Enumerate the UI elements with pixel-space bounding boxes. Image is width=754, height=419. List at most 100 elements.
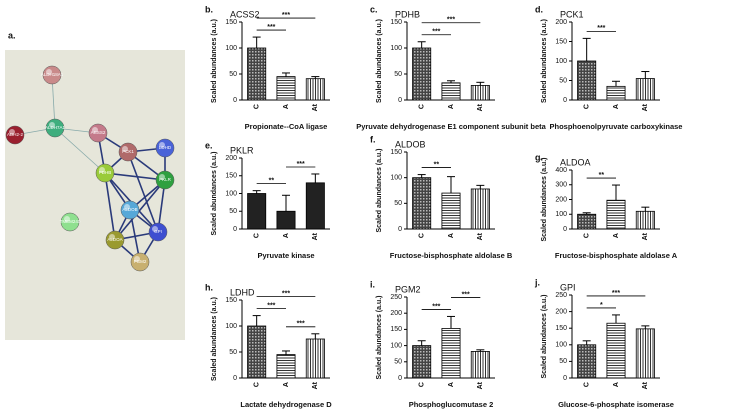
y-axis-label: Scaled abundances (a.u.) xyxy=(376,295,383,379)
error-bar xyxy=(252,315,261,326)
y-tick-label: 100 xyxy=(555,58,567,65)
error-bar xyxy=(612,314,620,324)
y-axis-label: Scaled abundances (a.u.) xyxy=(541,157,548,241)
y-tick-label: 250 xyxy=(390,294,402,301)
y-tick-label: 0 xyxy=(563,375,567,382)
network-edge xyxy=(104,172,166,181)
x-tick-label: A xyxy=(448,233,455,238)
y-tick-label: 200 xyxy=(555,196,567,203)
y-tick-label: 250 xyxy=(555,292,567,299)
y-tick-label: 100 xyxy=(390,45,402,52)
x-tick-label: A xyxy=(448,104,455,109)
x-tick-label: At xyxy=(642,381,649,389)
significance-label: *** xyxy=(612,290,620,297)
panel-title: ALDOA xyxy=(560,157,591,167)
y-tick-label: 100 xyxy=(555,211,567,218)
node-label: PCK1 xyxy=(122,149,134,154)
error-bar xyxy=(282,194,290,212)
y-axis-label: Scaled abundances (a.u.) xyxy=(376,148,383,232)
bar xyxy=(470,188,490,230)
x-axis-label: Phosphoenolpyruvate carboxykinase xyxy=(550,122,683,131)
x-tick-label: At xyxy=(477,381,484,389)
x-tick-label: A xyxy=(613,104,620,109)
x-tick-label: At xyxy=(642,232,649,240)
error-bar xyxy=(417,340,426,346)
error-bar xyxy=(582,37,591,61)
x-axis-label: Fructose-bisphosphate aldolase A xyxy=(555,251,678,260)
error-bar xyxy=(447,80,455,83)
panel-label: b. xyxy=(205,4,213,14)
node-label: ALDOA xyxy=(107,237,122,242)
network-edge xyxy=(114,179,166,241)
x-tick-label: A xyxy=(613,382,620,387)
node-label: PDHB xyxy=(99,170,112,175)
x-tick-label: C xyxy=(254,382,261,387)
x-tick-label: A xyxy=(448,382,455,387)
node-highlight xyxy=(159,142,165,148)
node-highlight xyxy=(122,146,128,152)
error-bar xyxy=(476,81,485,86)
error-bar xyxy=(447,176,455,194)
bar xyxy=(635,328,655,379)
error-bar xyxy=(311,333,320,339)
panel-label: f. xyxy=(370,134,376,144)
y-tick-label: 0 xyxy=(398,97,402,104)
significance-label: *** xyxy=(462,291,470,298)
error-bar xyxy=(582,212,591,215)
y-tick-label: 200 xyxy=(555,308,567,315)
network-edge xyxy=(104,172,116,241)
node-highlight xyxy=(134,256,140,262)
bar xyxy=(247,47,267,101)
y-tick-label: 150 xyxy=(390,326,402,333)
node-label: ACSS2 xyxy=(91,130,106,135)
y-tick-label: 100 xyxy=(555,342,567,349)
x-tick-label: A xyxy=(283,382,290,387)
error-bar xyxy=(476,349,485,352)
node-label: ALDOB xyxy=(122,207,137,212)
error-bar xyxy=(282,350,290,355)
panel-label: c. xyxy=(370,4,378,14)
bar xyxy=(577,344,597,379)
error-bar xyxy=(641,71,650,79)
significance-label: ** xyxy=(434,161,440,168)
panel-title: GPI xyxy=(560,282,576,292)
bar xyxy=(247,193,267,230)
node-highlight xyxy=(124,204,130,210)
panel-title: LDHD xyxy=(230,287,255,297)
x-axis-label: Glucose-6-phosphate isomerase xyxy=(558,400,674,409)
y-tick-label: 300 xyxy=(555,182,567,189)
panel-title: ACSS2 xyxy=(230,9,260,19)
significance-label: *** xyxy=(432,29,440,36)
panel-title: PCK1 xyxy=(560,9,584,19)
error-bar xyxy=(282,72,290,77)
significance-label: *** xyxy=(267,24,275,31)
error-bar xyxy=(641,206,650,212)
y-tick-label: 400 xyxy=(555,167,567,174)
significance-label: *** xyxy=(297,321,305,328)
y-tick-label: 0 xyxy=(233,226,237,233)
y-tick-label: 0 xyxy=(563,97,567,104)
significance-label: *** xyxy=(432,303,440,310)
panel-label: i. xyxy=(370,279,375,289)
y-axis-label: Scaled abundances (a.u.) xyxy=(211,297,218,381)
x-tick-label: At xyxy=(642,103,649,111)
x-tick-label: C xyxy=(419,382,426,387)
error-bar xyxy=(612,184,620,201)
y-tick-label: 150 xyxy=(225,19,237,26)
bar xyxy=(606,199,626,230)
x-axis-label: Propionate--CoA ligase xyxy=(245,122,328,131)
x-axis-label: Lactate dehydrogenase D xyxy=(240,400,332,409)
error-bar xyxy=(417,41,426,48)
y-tick-label: 50 xyxy=(229,349,237,356)
significance-label: *** xyxy=(447,17,455,24)
panel-label: g. xyxy=(535,152,543,162)
x-tick-label: A xyxy=(283,233,290,238)
significance-label: *** xyxy=(282,290,290,297)
x-axis-label: Pyruvate dehydrogenase E1 component subu… xyxy=(356,122,546,131)
node-highlight xyxy=(152,226,158,232)
node-label: ADH2-2 xyxy=(7,132,24,137)
error-bar xyxy=(612,80,620,87)
bar xyxy=(247,325,267,379)
node-label: PGM2 xyxy=(134,259,147,264)
